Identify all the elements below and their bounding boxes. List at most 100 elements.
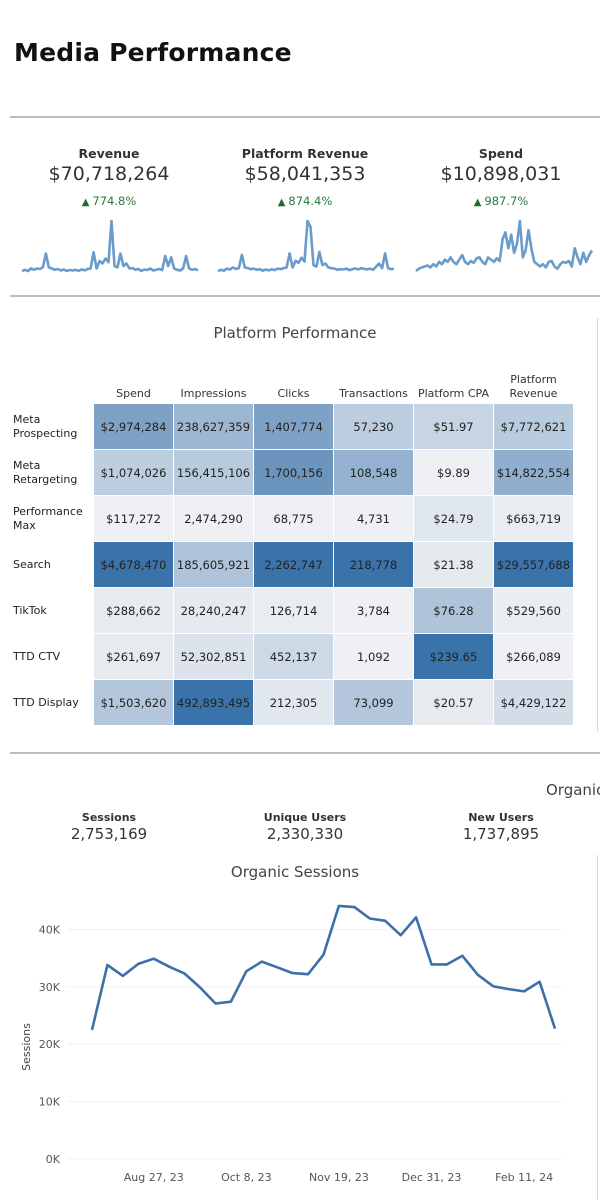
sparkline-platform-revenue: [217, 219, 395, 273]
data-point[interactable]: [413, 914, 419, 920]
table-cell: 452,137: [254, 634, 333, 679]
data-point[interactable]: [382, 918, 388, 924]
table-cell: $24.79: [414, 496, 493, 541]
kpi-revenue: Revenue $70,718,264 ▲ 774.8%: [14, 146, 204, 208]
table-cell: $529,560: [494, 588, 573, 633]
data-point[interactable]: [212, 1000, 218, 1006]
table-cell: $663,719: [494, 496, 573, 541]
table-row: TTD Display $1,503,620 492,893,495 212,305 7…: [13, 680, 573, 725]
table-cell: $7,772,621: [494, 404, 573, 449]
platform-performance-table: Spend Impressions Clicks Transactions Pl…: [12, 368, 574, 726]
panel-border: [597, 318, 598, 732]
table-cell: $261,697: [94, 634, 173, 679]
y-tick-label: 20K: [39, 1038, 61, 1051]
data-point[interactable]: [351, 904, 357, 910]
data-point[interactable]: [166, 964, 172, 970]
data-point[interactable]: [552, 1026, 558, 1032]
table-cell: 1,092: [334, 634, 413, 679]
data-point[interactable]: [290, 970, 296, 976]
data-point[interactable]: [475, 972, 481, 978]
table-cell: $76.28: [414, 588, 493, 633]
table-cell: 4,731: [334, 496, 413, 541]
x-tick-label: Feb 11, 24: [495, 1171, 553, 1184]
table-cell: $29,557,688: [494, 542, 573, 587]
table-row: TTD CTV $261,697 52,302,851 452,137 1,092 $23…: [13, 634, 573, 679]
stat-new-users: New Users 1,737,895: [426, 811, 576, 843]
kpi-value: $10,898,031: [440, 163, 562, 185]
table-cell: $21.38: [414, 542, 493, 587]
data-point[interactable]: [490, 983, 496, 989]
y-tick-label: 0K: [46, 1153, 61, 1166]
x-tick-label: Oct 8, 23: [221, 1171, 272, 1184]
sparkline-path: [21, 219, 199, 273]
row-label: TTD CTV: [13, 649, 61, 663]
row-label: Performance Max: [13, 504, 83, 532]
data-point[interactable]: [135, 961, 141, 967]
data-point[interactable]: [367, 916, 373, 922]
up-arrow-icon: ▲: [473, 197, 482, 208]
data-point[interactable]: [537, 979, 543, 985]
data-point[interactable]: [274, 964, 280, 970]
table-row: Meta Retargeting $1,074,026 156,415,106 1,7…: [13, 450, 573, 495]
table-row: Search $4,678,470 185,605,921 2,262,747 218,…: [13, 542, 573, 587]
data-point[interactable]: [398, 932, 404, 938]
data-point[interactable]: [151, 956, 157, 962]
x-tick-label: Aug 27, 23: [124, 1171, 184, 1184]
table-cell: 52,302,851: [174, 634, 253, 679]
data-point[interactable]: [336, 903, 342, 909]
data-point[interactable]: [120, 973, 126, 979]
table-cell: 492,893,495: [174, 680, 253, 725]
data-point[interactable]: [305, 971, 311, 977]
row-label: TTD Display: [13, 695, 79, 709]
page-title: Media Performance: [14, 38, 292, 67]
table-cell: $239.65: [414, 634, 493, 679]
sessions-line: [90, 904, 557, 1031]
table-cell: $14,822,554: [494, 450, 573, 495]
data-point[interactable]: [228, 999, 234, 1005]
column-header: Impressions: [180, 387, 247, 400]
table-cell: 126,714: [254, 588, 333, 633]
kpi-delta: ▲ 987.7%: [406, 194, 596, 208]
table-cell: $9.89: [414, 450, 493, 495]
kpi-value: $70,718,264: [48, 163, 170, 185]
data-point[interactable]: [321, 952, 327, 958]
kpi-label: Spend: [478, 146, 524, 161]
data-point[interactable]: [459, 953, 465, 959]
kpi-delta: ▲ 774.8%: [14, 194, 204, 208]
table-row: Meta Prospecting $2,974,284 238,627,359 1,4…: [13, 404, 573, 449]
row-label: Meta Prospecting: [13, 412, 78, 440]
column-header: Platform CPA: [417, 387, 490, 400]
data-point[interactable]: [521, 988, 527, 994]
panel-border: [597, 855, 598, 1200]
table-cell: $1,074,026: [94, 450, 173, 495]
up-arrow-icon: ▲: [81, 197, 90, 208]
data-point[interactable]: [197, 984, 203, 990]
chart-title: Organic Sessions: [230, 863, 360, 881]
stat-label: Unique Users: [263, 811, 347, 824]
data-point[interactable]: [259, 959, 265, 965]
column-header: Clicks: [277, 387, 310, 400]
data-point[interactable]: [429, 961, 435, 967]
table-cell: $4,678,470: [94, 542, 173, 587]
table-cell: $20.57: [414, 680, 493, 725]
stat-value: 1,737,895: [462, 825, 540, 843]
table-header-row: Spend Impressions Clicks Transactions Pl…: [13, 369, 573, 403]
y-tick-label: 10K: [39, 1096, 61, 1109]
table-cell: $288,662: [94, 588, 173, 633]
data-point[interactable]: [89, 1027, 95, 1033]
data-point[interactable]: [444, 961, 450, 967]
data-point[interactable]: [243, 968, 249, 974]
kpi-label: Platform Revenue: [241, 146, 369, 161]
data-point[interactable]: [182, 971, 188, 977]
kpi-delta-value: 774.8%: [92, 194, 137, 208]
table-cell: 108,548: [334, 450, 413, 495]
column-header: Transactions: [339, 387, 408, 400]
table-cell: $266,089: [494, 634, 573, 679]
table-cell: 68,775: [254, 496, 333, 541]
data-point[interactable]: [506, 986, 512, 992]
table-cell: 218,778: [334, 542, 413, 587]
stat-unique-users: Unique Users 2,330,330: [230, 811, 380, 843]
data-point[interactable]: [104, 962, 110, 968]
kpi-delta-value: 874.4%: [288, 194, 333, 208]
header-divider: [10, 116, 600, 118]
